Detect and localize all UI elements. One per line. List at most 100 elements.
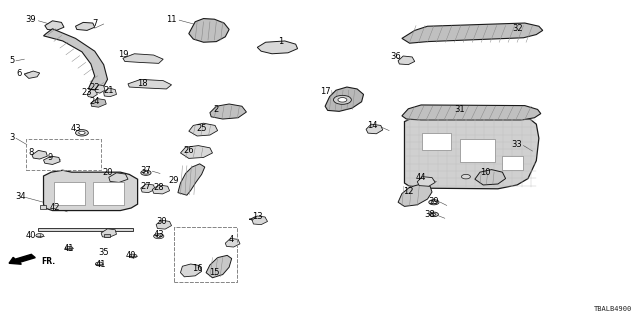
Text: 8: 8 xyxy=(28,148,33,157)
Circle shape xyxy=(431,201,436,204)
Text: 3: 3 xyxy=(9,133,14,142)
Text: 23: 23 xyxy=(81,88,92,97)
Text: 25: 25 xyxy=(196,124,207,133)
Polygon shape xyxy=(417,177,435,186)
Text: 24: 24 xyxy=(90,97,100,106)
Polygon shape xyxy=(252,216,268,225)
Polygon shape xyxy=(366,124,383,134)
Bar xyxy=(174,227,237,282)
Bar xyxy=(26,139,101,170)
Polygon shape xyxy=(87,90,97,97)
Bar xyxy=(38,228,133,231)
Text: 41: 41 xyxy=(96,260,106,269)
Polygon shape xyxy=(402,23,543,43)
Text: 14: 14 xyxy=(367,121,378,130)
Text: 44: 44 xyxy=(416,173,426,182)
Bar xyxy=(40,205,46,209)
Text: 16: 16 xyxy=(192,264,202,273)
Text: 13: 13 xyxy=(252,212,262,221)
Bar xyxy=(460,139,495,162)
Polygon shape xyxy=(44,156,60,164)
Text: 31: 31 xyxy=(454,105,465,114)
Circle shape xyxy=(129,254,137,258)
Circle shape xyxy=(154,234,164,239)
Text: 7: 7 xyxy=(92,19,97,28)
Polygon shape xyxy=(128,79,172,89)
Text: 35: 35 xyxy=(99,248,109,257)
Circle shape xyxy=(156,235,161,237)
Text: 11: 11 xyxy=(166,15,177,24)
Bar xyxy=(104,234,110,237)
Polygon shape xyxy=(109,173,128,182)
Circle shape xyxy=(143,172,148,174)
Circle shape xyxy=(429,212,438,217)
Circle shape xyxy=(95,262,103,266)
Polygon shape xyxy=(225,238,240,247)
Text: 15: 15 xyxy=(209,268,220,277)
Bar xyxy=(93,182,124,205)
Polygon shape xyxy=(152,185,170,194)
Polygon shape xyxy=(45,21,64,30)
Polygon shape xyxy=(178,164,205,195)
Text: 40: 40 xyxy=(126,251,136,260)
Text: 19: 19 xyxy=(118,50,128,59)
Text: 21: 21 xyxy=(104,86,114,95)
Polygon shape xyxy=(189,19,229,42)
Text: 42: 42 xyxy=(49,203,60,212)
Bar xyxy=(54,182,85,205)
Text: 4: 4 xyxy=(229,235,234,244)
Polygon shape xyxy=(206,255,232,278)
Text: 43: 43 xyxy=(154,230,164,239)
Circle shape xyxy=(76,130,88,136)
Text: 38: 38 xyxy=(425,210,435,219)
Polygon shape xyxy=(91,99,106,107)
Circle shape xyxy=(79,131,85,134)
Polygon shape xyxy=(44,29,108,90)
Text: 17: 17 xyxy=(320,87,330,96)
Text: 12: 12 xyxy=(403,187,413,196)
Polygon shape xyxy=(402,105,541,120)
Circle shape xyxy=(65,246,73,250)
Polygon shape xyxy=(95,85,105,93)
Polygon shape xyxy=(257,41,298,54)
Circle shape xyxy=(333,95,351,104)
Text: 5: 5 xyxy=(9,56,14,65)
Polygon shape xyxy=(123,54,163,63)
Polygon shape xyxy=(180,146,212,158)
Text: 10: 10 xyxy=(480,168,490,177)
Polygon shape xyxy=(404,114,539,189)
Polygon shape xyxy=(76,22,95,30)
Polygon shape xyxy=(210,104,246,119)
FancyArrow shape xyxy=(9,254,35,264)
Circle shape xyxy=(461,174,470,179)
Polygon shape xyxy=(325,87,364,111)
Text: 2: 2 xyxy=(214,105,219,114)
Text: 30: 30 xyxy=(156,217,166,226)
Text: 41: 41 xyxy=(64,244,74,253)
Text: 43: 43 xyxy=(70,124,81,133)
Polygon shape xyxy=(32,150,47,159)
Text: 18: 18 xyxy=(137,79,147,88)
Polygon shape xyxy=(156,220,172,229)
Bar xyxy=(422,133,451,150)
Polygon shape xyxy=(24,71,40,78)
Text: 6: 6 xyxy=(17,69,22,78)
Polygon shape xyxy=(475,170,506,185)
Circle shape xyxy=(432,213,436,215)
Text: 34: 34 xyxy=(15,192,26,201)
Text: 39: 39 xyxy=(429,197,439,206)
Polygon shape xyxy=(44,170,138,211)
Text: 27: 27 xyxy=(141,182,151,191)
Text: 36: 36 xyxy=(390,52,401,61)
Text: 29: 29 xyxy=(169,176,179,185)
Polygon shape xyxy=(180,264,202,277)
Text: 1: 1 xyxy=(278,37,283,46)
Text: 9: 9 xyxy=(47,153,52,162)
Polygon shape xyxy=(189,123,218,136)
Text: 20: 20 xyxy=(102,168,113,177)
Circle shape xyxy=(141,170,151,175)
Polygon shape xyxy=(104,88,116,97)
Text: 37: 37 xyxy=(141,166,151,175)
Text: 40: 40 xyxy=(26,231,36,240)
Bar xyxy=(502,156,523,170)
